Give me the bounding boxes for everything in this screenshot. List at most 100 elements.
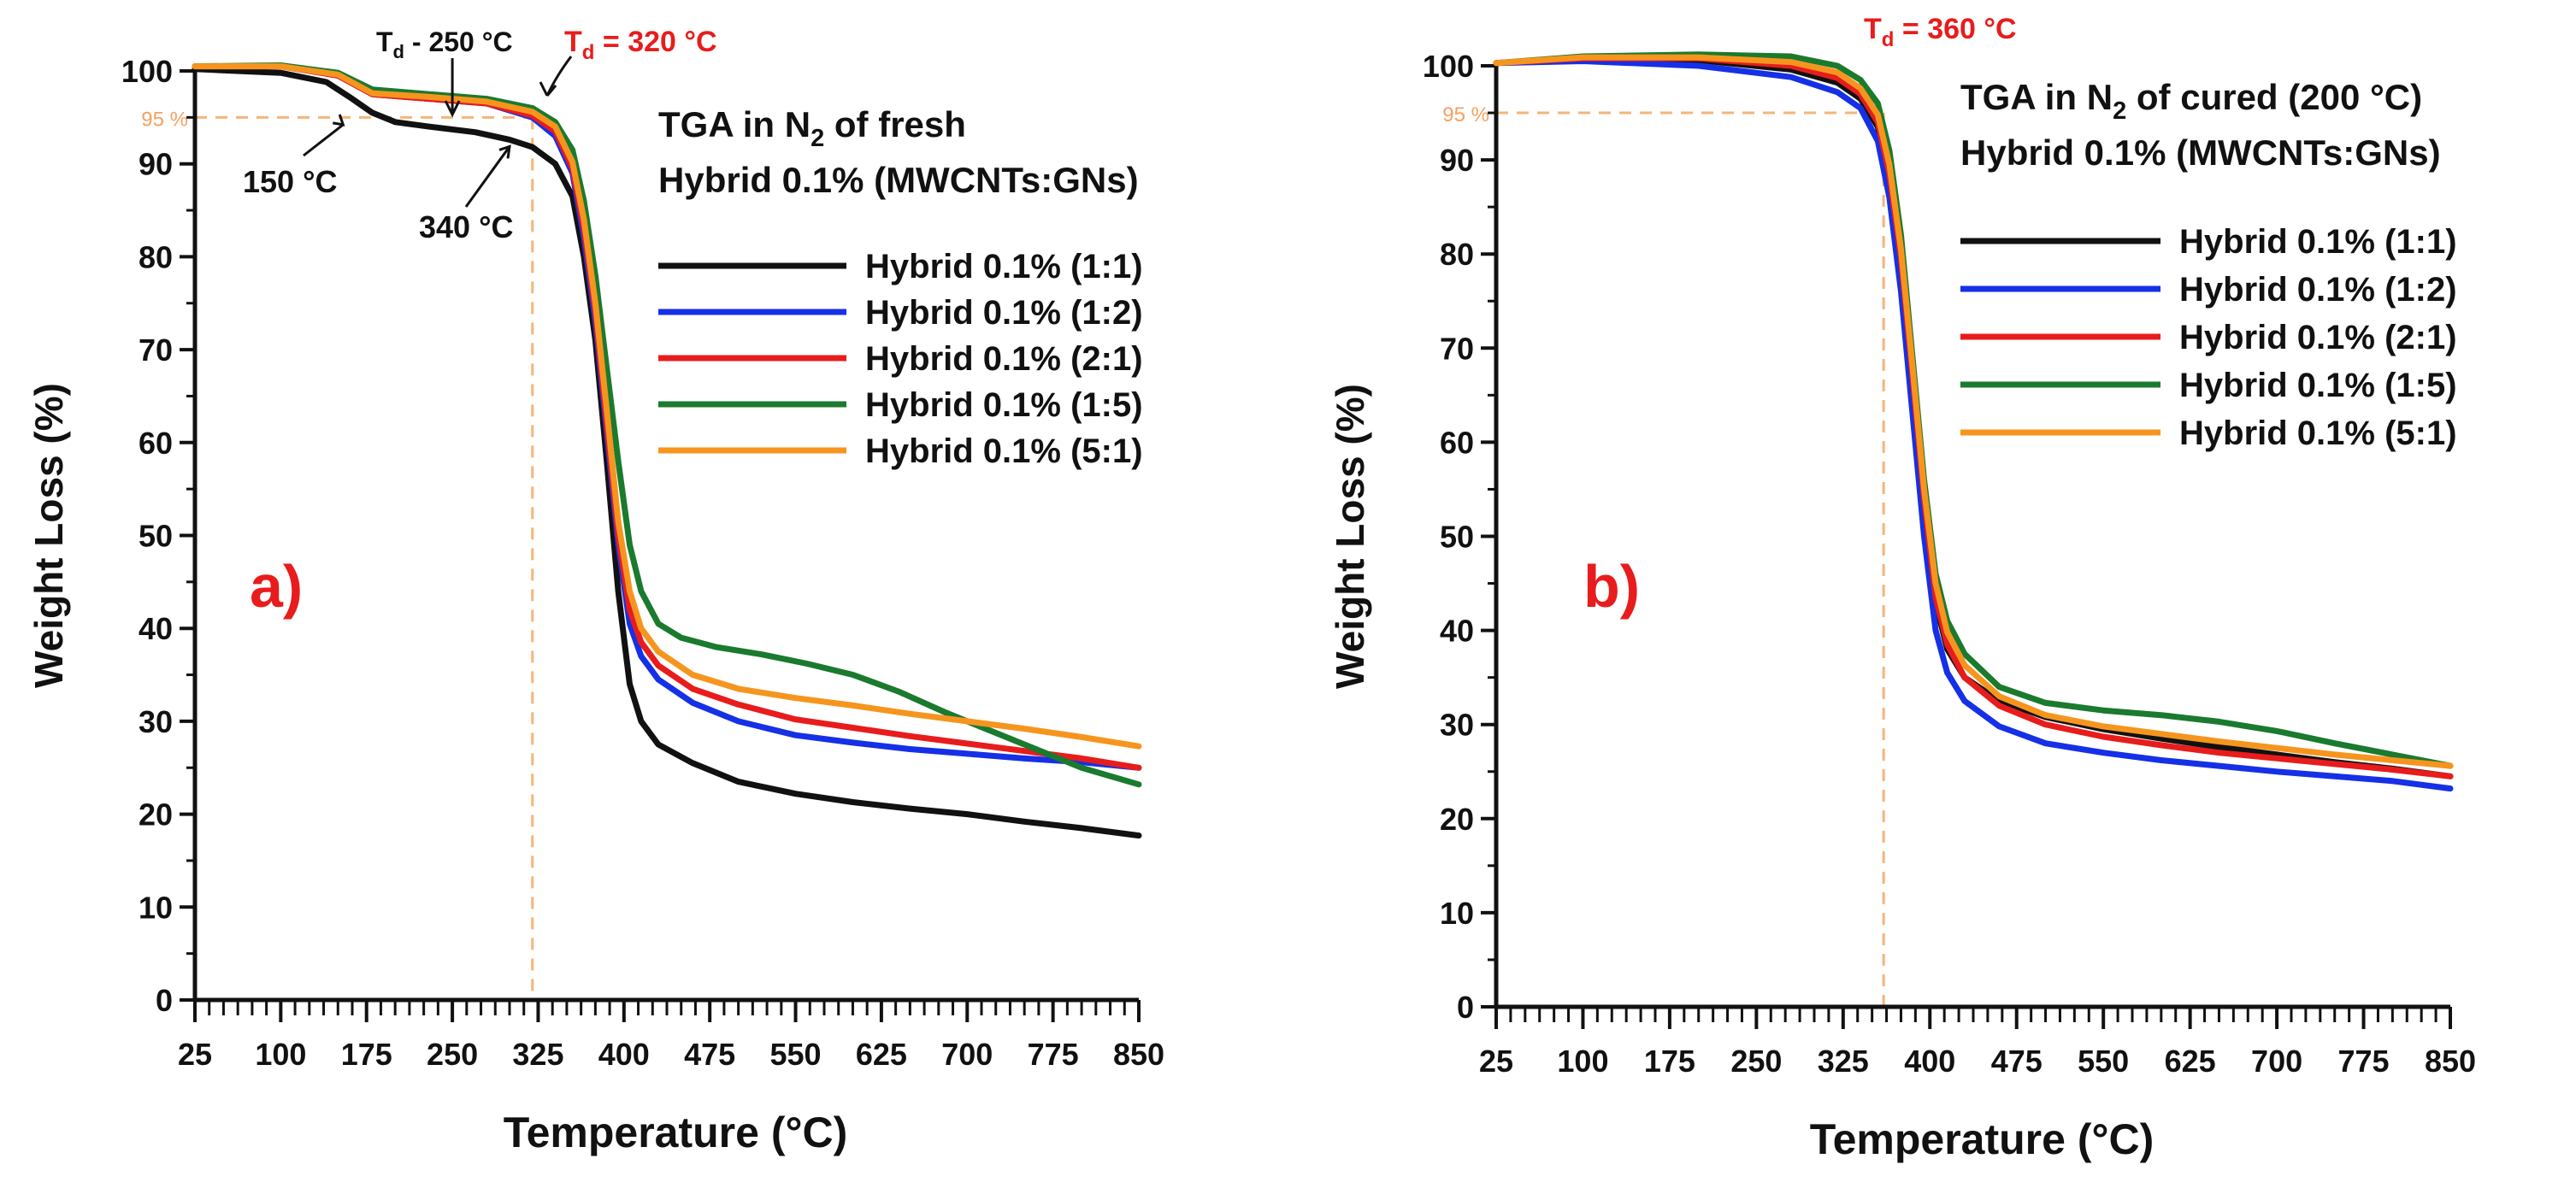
y-tick-label: 0 [1457,990,1474,1025]
series-line-1 [1493,58,2454,792]
td-secondary-arrow-head [444,100,461,118]
annotation-340-arrow [464,145,511,208]
legend-entry: Hybrid 0.1% (1:2) [865,294,1143,332]
td-label-part: d [582,41,595,64]
y-tick-label: 50 [1440,520,1474,555]
reference-label-95: 95 % [1442,103,1489,126]
y-axis-title: Weight Loss (%) [1328,384,1372,689]
y-tick-label: 80 [139,239,173,274]
x-tick-label: 175 [1644,1044,1695,1079]
series-line-4 [192,63,1142,750]
x-tick-label: 700 [2251,1044,2302,1079]
y-tick-label: 30 [139,704,173,739]
x-tick-label: 400 [1904,1044,1955,1079]
y-tick-label: 40 [1440,614,1474,649]
annotation-150-arrow [303,123,345,157]
legend-subtitle: Hybrid 0.1% (MWCNTs:GNs) [658,160,1139,200]
legend-entry: Hybrid 0.1% (5:1) [2179,415,2457,452]
x-tick-label: 325 [512,1037,563,1072]
annotation-150: 150 °C [243,164,337,199]
td-label-part: T [564,26,582,58]
legend-title-part: TGA in N [1960,77,2113,117]
x-tick-label: 775 [1028,1037,1079,1072]
legend-title-part: of cured (200 °C) [2126,77,2422,117]
x-axis-title: Temperature (°C) [1810,1115,2154,1163]
x-tick-label: 850 [2425,1044,2476,1079]
td-secondary-label-part: d [393,41,404,62]
legend-entry: Hybrid 0.1% (1:5) [2179,367,2457,404]
y-axis-title: Weight Loss (%) [27,383,71,688]
legend-entry: Hybrid 0.1% (5:1) [865,432,1143,470]
x-tick-label: 25 [1479,1044,1513,1079]
x-tick-label: 475 [684,1037,735,1072]
y-tick-label: 60 [1440,425,1474,460]
x-tick-label: 700 [941,1037,993,1072]
panel-label: a) [250,553,303,620]
x-tick-label: 100 [1557,1044,1608,1079]
y-tick-label: 10 [1440,896,1474,931]
y-tick-label: 100 [1423,49,1474,84]
x-tick-label: 325 [1818,1044,1869,1079]
series-line-2 [1493,55,2454,779]
legend-title: TGA in N2 of fresh [658,104,966,152]
y-tick-label: 70 [139,332,173,368]
y-tick-label: 30 [1440,708,1474,743]
chart-panel-b: 95 % 0 10 20 30 40 50 60 70 80 90 100 25 100 175 250 325… [1328,13,2476,1163]
x-axis-title: Temperature (°C) [504,1109,847,1156]
annotation-340-arrow-head [498,144,511,159]
x-tick-label: 775 [2338,1044,2390,1079]
y-tick-label: 100 [121,54,173,89]
legend-subtitle: Hybrid 0.1% (MWCNTs:GNs) [1960,132,2441,173]
y-tick-label: 70 [1440,331,1474,366]
td-secondary-label-part: T [376,26,393,57]
x-tick-label: 625 [2165,1044,2216,1079]
td-label-part: T [1864,13,1882,45]
x-tick-label: 850 [1113,1037,1164,1072]
x-tick-label: 250 [1730,1044,1782,1079]
y-tick-label: 50 [139,519,173,554]
td-label: Td = 360 °C [1864,13,2017,51]
panel-label: b) [1583,553,1640,620]
legend-entry: Hybrid 0.1% (1:2) [2179,271,2457,309]
legend-title-part: TGA in N [658,104,811,144]
x-tick-label: 175 [341,1037,392,1072]
y-tick-label: 60 [139,426,173,461]
y-tick-label: 0 [156,983,173,1018]
legend-entry: Hybrid 0.1% (1:1) [865,248,1143,285]
y-tick-label: 10 [139,890,173,925]
x-tick-label: 625 [856,1037,907,1072]
legend-title-part: of fresh [824,104,966,144]
td-secondary-label-part: - 250 °C [404,26,513,57]
y-tick-label: 90 [1440,143,1474,178]
x-tick-label: 475 [1991,1044,2043,1079]
legend-entry: Hybrid 0.1% (2:1) [865,340,1143,378]
td-label: Td = 320 °C [564,26,717,64]
legend-title-part: 2 [811,125,824,152]
series-line-4 [1493,54,2454,769]
td-label-part: = 320 °C [594,26,716,58]
td-label-part: d [1882,28,1895,51]
td-label-part: = 360 °C [1894,13,2016,45]
td-arrow-head [539,81,557,97]
reference-label-95: 95 % [141,108,188,131]
legend-entry: Hybrid 0.1% (1:5) [865,386,1143,424]
y-tick-label: 40 [139,611,173,646]
td-secondary-label: Td - 250 °C [376,26,513,62]
x-tick-label: 25 [178,1037,212,1072]
x-tick-label: 400 [598,1037,650,1072]
x-tick-label: 250 [427,1037,478,1072]
annotation-340: 340 °C [419,209,513,244]
x-tick-label: 100 [255,1037,306,1072]
legend-entry: Hybrid 0.1% (2:1) [2179,319,2457,356]
legend-title-part: 2 [2113,97,2126,125]
x-tick-label: 550 [770,1037,822,1072]
legend-title: TGA in N2 of cured (200 °C) [1960,77,2422,125]
legend-entry: Hybrid 0.1% (1:1) [2179,223,2457,261]
y-tick-label: 90 [139,147,173,182]
y-tick-label: 20 [139,797,173,832]
chart-panel-a: 95 % 0 10 20 30 40 50 60 70 80 90 100 25 100 175 250 325… [27,26,1164,1156]
y-tick-label: 20 [1440,802,1474,837]
